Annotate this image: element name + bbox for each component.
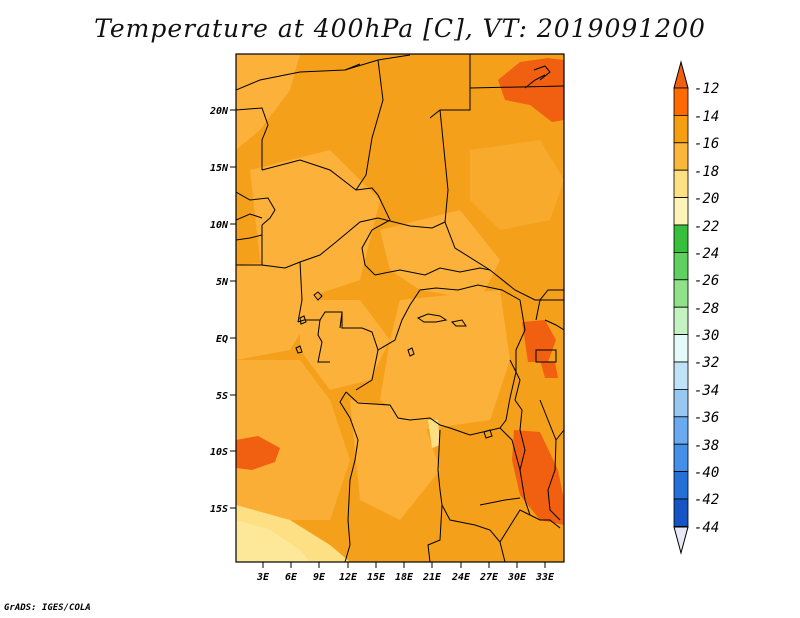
colorbar-label: -28 <box>694 301 719 317</box>
field-light-drc <box>380 290 510 430</box>
map-frame <box>235 53 565 563</box>
colorbar-segment <box>673 87 689 116</box>
colorbar-segment <box>673 443 689 473</box>
software-credit: GrADS: IGES/COLA <box>4 603 91 613</box>
colorbar-label: -22 <box>694 219 719 235</box>
colorbar-label: -18 <box>694 164 719 180</box>
lon-label-33e: 33E <box>535 572 555 583</box>
colorbar-segment <box>673 334 689 363</box>
field-warm-west <box>236 436 280 470</box>
lat-label-eq: EQ <box>216 334 228 345</box>
colorbar-bottom-triangle <box>673 526 689 555</box>
colorbar-label: -16 <box>694 136 719 152</box>
colorbar-segment <box>673 498 689 527</box>
colorbar: -12 -14 -16 -18 -20 -22 -24 -26 -28 -30 … <box>673 60 719 555</box>
colorbar-label: -36 <box>694 410 719 426</box>
field-warm-spot <box>540 360 558 378</box>
colorbar-segment <box>673 251 689 281</box>
longitude-axis: 3E 6E 9E 12E 15E 18E 21E 24E 27E 30E 33E <box>256 562 555 583</box>
field-light-sudan <box>470 140 564 230</box>
lon-label-21e: 21E <box>422 572 442 583</box>
lat-label-20n: 20N <box>209 106 229 117</box>
colorbar-label: -34 <box>694 383 719 399</box>
colorbar-segment <box>673 169 689 198</box>
colorbar-label: -26 <box>694 273 719 289</box>
field-paler-southwest <box>236 520 310 562</box>
colorbar-label: -20 <box>694 191 719 207</box>
lon-label-3e: 3E <box>256 572 270 583</box>
colorbar-label: -14 <box>694 109 719 125</box>
colorbar-top-triangle <box>673 60 689 89</box>
colorbar-label: -30 <box>694 328 719 344</box>
colorbar-segment <box>673 279 689 308</box>
field-light-nw <box>236 54 300 150</box>
latitude-axis: 20N 15N 10N 5N EQ 5S 10S 15S <box>209 106 236 515</box>
lon-label-6e: 6E <box>285 572 298 583</box>
colorbar-label: -40 <box>694 465 719 481</box>
lakes-islands <box>295 291 493 439</box>
lat-label-10n: 10N <box>210 220 229 231</box>
lat-label-15n: 15N <box>210 163 229 174</box>
colorbar-label: -38 <box>694 438 719 454</box>
lon-label-24e: 24E <box>451 572 471 583</box>
colorbar-segment <box>673 388 689 418</box>
lat-label-5s: 5S <box>216 391 228 402</box>
field-light-congo-west <box>300 300 390 390</box>
lon-label-12e: 12E <box>339 572 358 583</box>
lon-label-9e: 9E <box>313 572 326 583</box>
colorbar-label: -24 <box>694 246 719 262</box>
field-pale-spot <box>428 420 440 448</box>
field-light-car <box>380 210 500 300</box>
colorbar-segment <box>673 142 689 171</box>
lat-label-15s: 15S <box>210 504 228 515</box>
colorbar-label: -42 <box>694 492 719 508</box>
colorbar-segment <box>673 416 689 445</box>
field-warm-eastafrica <box>522 320 556 362</box>
colorbar-segment <box>673 197 689 226</box>
field-light-angola <box>350 400 440 520</box>
field-light-gulf <box>236 260 320 360</box>
colorbar-segment <box>673 361 689 390</box>
country-borders <box>236 54 564 562</box>
lon-label-27e: 27E <box>479 572 499 583</box>
temperature-field <box>236 54 564 562</box>
lat-label-5n: 5N <box>216 277 229 288</box>
colorbar-label: -32 <box>694 355 719 371</box>
map-title: Temperature at 400hPa [C], VT: 201909120… <box>94 14 706 43</box>
lat-label-10s: 10S <box>210 447 228 458</box>
lon-label-30e: 30E <box>507 572 527 583</box>
lon-label-15e: 15E <box>367 572 386 583</box>
colorbar-segment <box>673 115 689 144</box>
colorbar-label: -12 <box>694 81 719 97</box>
colorbar-label: -44 <box>694 520 719 536</box>
colorbar-segment <box>673 471 689 500</box>
lon-label-18e: 18E <box>395 572 414 583</box>
colorbar-segment <box>673 306 689 336</box>
colorbar-segment <box>673 224 689 253</box>
field-light-atlantic <box>236 360 350 520</box>
